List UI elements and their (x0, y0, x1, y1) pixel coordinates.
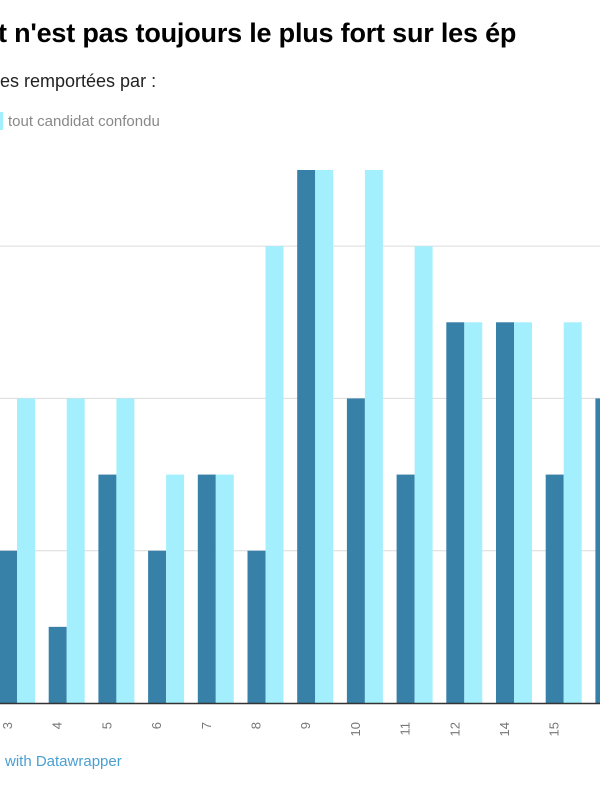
chart-subtitle: es remportées par : (0, 71, 157, 91)
bar (166, 474, 185, 703)
bar (315, 170, 334, 703)
bar (0, 550, 17, 703)
x-tick-label: 15 (547, 722, 562, 736)
bar (496, 322, 514, 703)
bar (66, 398, 85, 703)
bar (215, 474, 234, 703)
legend-label: tout candidat confondu (8, 112, 160, 130)
bar (514, 322, 532, 703)
bar (247, 550, 266, 703)
datawrapper-credit-link[interactable]: with Datawrapper (5, 753, 122, 770)
bar (595, 398, 600, 703)
legend-swatch (0, 112, 3, 130)
x-tick-label: 3 (0, 722, 15, 729)
bar (464, 322, 483, 703)
x-tick-label: 5 (99, 722, 114, 729)
x-tick-label: 8 (249, 722, 264, 729)
x-tick-label: 10 (348, 722, 363, 736)
bar (48, 626, 67, 703)
bar (364, 170, 383, 703)
bar (116, 398, 135, 703)
bar (346, 398, 365, 703)
x-tick-label: 6 (149, 722, 164, 729)
bar (446, 322, 465, 703)
bar (396, 474, 415, 703)
bar (148, 550, 167, 703)
chart-title: t n'est pas toujours le plus fort sur le… (0, 18, 517, 48)
x-tick-label: 11 (398, 722, 413, 736)
legend: tout candidat confondu (0, 112, 160, 130)
x-tick-label: 4 (50, 722, 65, 729)
bar (17, 398, 35, 703)
bar (545, 474, 564, 703)
x-tick-label: 12 (447, 722, 462, 736)
bar (414, 246, 433, 703)
x-tick-label: 9 (298, 722, 313, 729)
bar (98, 474, 117, 703)
x-tick-label: 14 (497, 722, 512, 736)
bar (563, 322, 582, 703)
bar (197, 474, 216, 703)
bar (297, 170, 316, 703)
x-tick-label: 7 (199, 722, 214, 729)
bar (265, 246, 284, 703)
